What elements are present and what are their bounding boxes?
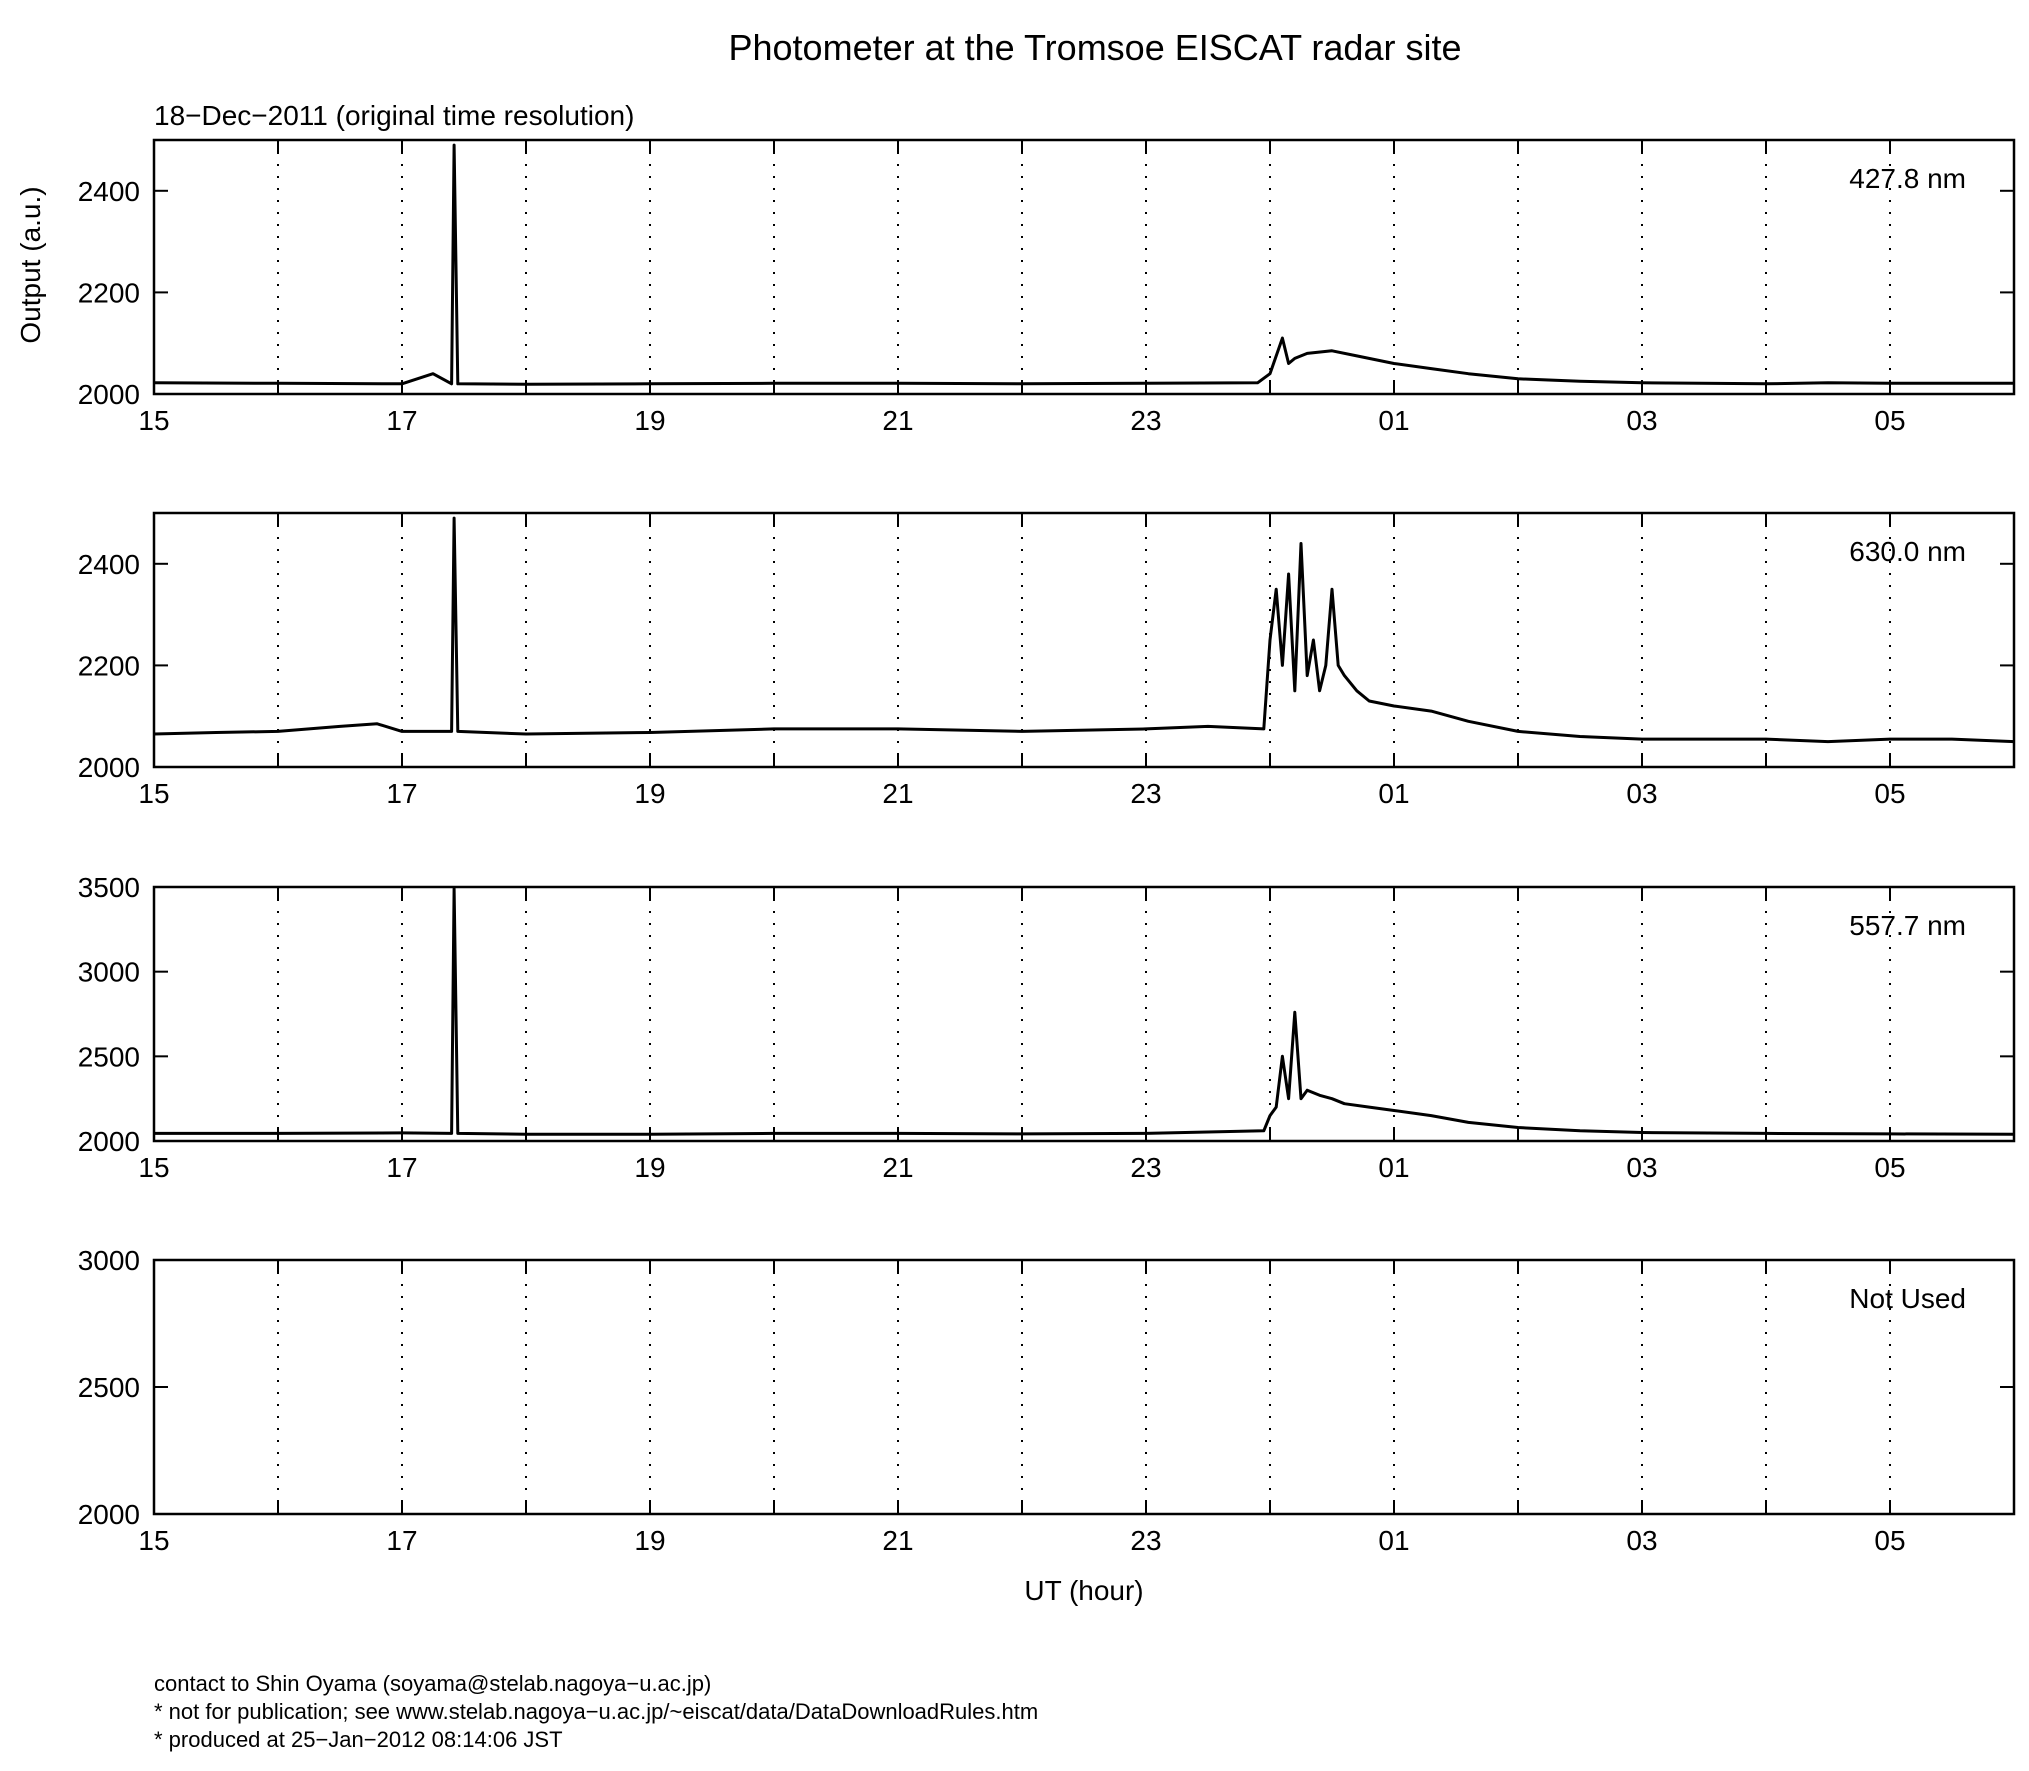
panel-4: 2000 2500 3000 15 17 19 21 23 01 03 05 Not Used xyxy=(78,1245,2016,1556)
x-tick-label: 03 xyxy=(1626,778,1657,809)
x-tick-label: 01 xyxy=(1378,405,1409,436)
x-tick-label: 05 xyxy=(1874,1525,1905,1556)
x-tick-label: 19 xyxy=(634,405,665,436)
series-line-1 xyxy=(153,143,2014,386)
panel-1: 2000 2200 2400 15 17 19 21 23 01 03 05 427.8 nm xyxy=(78,138,2016,436)
x-tick-label: 17 xyxy=(386,1152,417,1183)
y-tick-label: 2400 xyxy=(78,176,140,207)
figure-subtitle: 18−Dec−2011 (original time resolution) xyxy=(154,100,634,131)
x-tick-label: 21 xyxy=(882,405,913,436)
y-tick-label: 2000 xyxy=(78,379,140,410)
channel-label: Not Used xyxy=(1849,1283,1966,1314)
y-tick-label: 3500 xyxy=(78,872,140,903)
x-tick-label: 23 xyxy=(1130,405,1161,436)
channel-label: 630.0 nm xyxy=(1849,536,1966,567)
x-tick-label: 17 xyxy=(386,778,417,809)
x-tick-label: 03 xyxy=(1626,405,1657,436)
plot-frame xyxy=(152,138,2016,396)
x-tick-label: 19 xyxy=(634,1525,665,1556)
footer-publication-note: * not for publication; see www.stelab.na… xyxy=(154,1699,1039,1724)
panel-3: 2000 2500 3000 3500 15 17 19 21 23 01 03 05 557.7 nm xyxy=(78,872,2016,1183)
x-tick-label: 21 xyxy=(882,1525,913,1556)
x-tick-label: 05 xyxy=(1874,405,1905,436)
series-line-1 xyxy=(154,887,2015,1136)
x-tick-label: 15 xyxy=(138,778,169,809)
plot-frame xyxy=(152,885,2016,1143)
x-tick-label: 23 xyxy=(1130,778,1161,809)
footer-produced-at: * produced at 25−Jan−2012 08:14:06 JST xyxy=(154,1727,563,1752)
y-axis-label: Output (a.u.) xyxy=(15,186,46,343)
y-tick-label: 2200 xyxy=(78,650,140,681)
x-tick-label: 21 xyxy=(882,1152,913,1183)
x-tick-label: 23 xyxy=(1130,1525,1161,1556)
x-tick-label: 17 xyxy=(386,405,417,436)
figure-title: Photometer at the Tromsoe EISCAT radar s… xyxy=(729,27,1462,68)
y-tick-label: 2500 xyxy=(78,1041,140,1072)
x-tick-label: 01 xyxy=(1378,1525,1409,1556)
x-tick-label: 21 xyxy=(882,778,913,809)
footer: contact to Shin Oyama (soyama@stelab.nag… xyxy=(154,1670,1038,1754)
y-tick-label: 2000 xyxy=(78,752,140,783)
x-tick-label: 19 xyxy=(634,778,665,809)
y-tick-label: 3000 xyxy=(78,957,140,988)
x-tick-label: 05 xyxy=(1874,778,1905,809)
x-tick-label: 03 xyxy=(1626,1152,1657,1183)
x-tick-label: 05 xyxy=(1874,1152,1905,1183)
x-tick-label: 17 xyxy=(386,1525,417,1556)
y-tick-label: 2200 xyxy=(78,277,140,308)
x-tick-label: 03 xyxy=(1626,1525,1657,1556)
x-tick-label: 23 xyxy=(1130,1152,1161,1183)
footer-contact: contact to Shin Oyama (soyama@stelab.nag… xyxy=(154,1671,712,1696)
y-tick-label: 3000 xyxy=(78,1245,140,1276)
x-tick-label: 01 xyxy=(1378,778,1409,809)
series-line-1 xyxy=(153,516,2015,744)
y-tick-label: 2000 xyxy=(78,1499,140,1530)
x-axis-label: UT (hour) xyxy=(1024,1575,1143,1606)
channel-label: 427.8 nm xyxy=(1849,163,1966,194)
x-tick-label: 01 xyxy=(1378,1152,1409,1183)
x-tick-label: 19 xyxy=(634,1152,665,1183)
x-tick-label: 15 xyxy=(138,1152,169,1183)
y-tick-label: 2000 xyxy=(78,1126,140,1157)
plot-frame xyxy=(152,511,2016,769)
y-tick-label: 2400 xyxy=(78,549,140,580)
y-tick-label: 2500 xyxy=(78,1372,140,1403)
panel-2: 2000 2200 2400 15 17 19 21 23 01 03 05 630.0 nm xyxy=(78,511,2016,809)
x-tick-label: 15 xyxy=(138,1525,169,1556)
x-tick-label: 15 xyxy=(138,405,169,436)
channel-label: 557.7 nm xyxy=(1849,910,1966,941)
plot-frame xyxy=(152,1258,2016,1516)
